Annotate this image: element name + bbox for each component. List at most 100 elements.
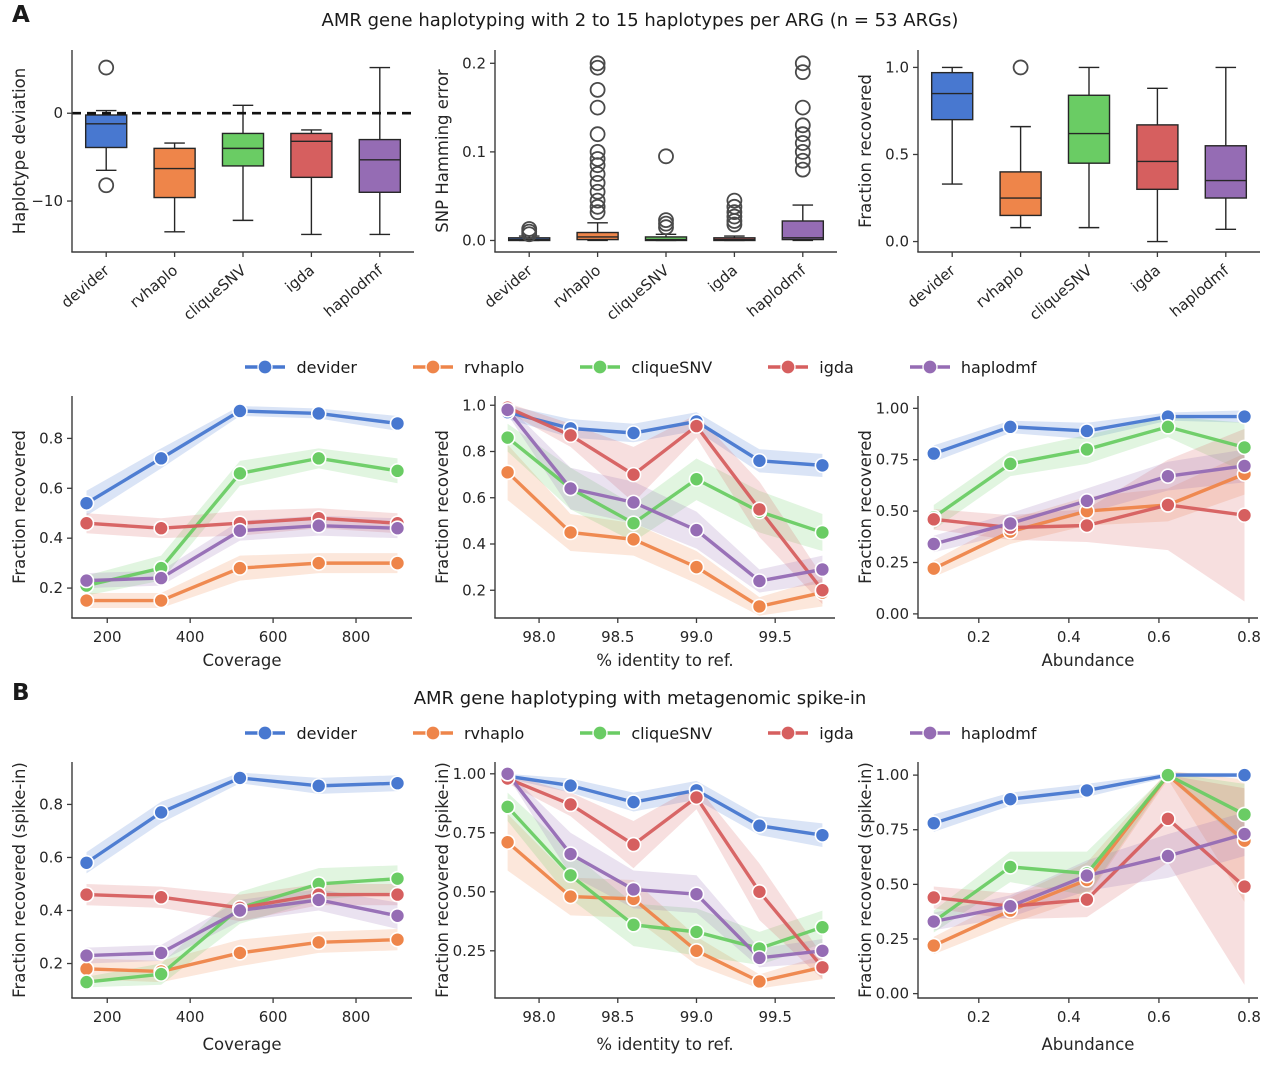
svg-text:0: 0 [53, 104, 63, 122]
svg-text:0.50: 0.50 [876, 502, 909, 520]
svg-text:800: 800 [342, 1008, 371, 1026]
svg-text:haplodmf: haplodmf [320, 261, 386, 321]
svg-text:devider: devider [481, 261, 537, 312]
legend-b: devider rvhaplo cliqueSNV igda haplodmf [0, 714, 1280, 752]
svg-text:Fraction recovered: Fraction recovered [433, 430, 452, 584]
svg-text:Coverage: Coverage [202, 1035, 281, 1054]
svg-text:0.4: 0.4 [39, 901, 63, 919]
svg-text:0.8: 0.8 [1237, 1008, 1261, 1026]
legend-line-marker-icon [412, 359, 453, 375]
chart-a-fraction-vs-coverage: 0.2 0.4 0.6 0.8 200 400 600 800 Coverage Fraction… [10, 396, 412, 670]
svg-text:600: 600 [259, 628, 288, 646]
svg-text:rvhaplo: rvhaplo [126, 261, 181, 311]
svg-text:1.00: 1.00 [876, 766, 909, 784]
line-row-b: 0.2 0.4 0.6 0.8 200 400 600 800 Coverage Fraction… [0, 752, 1280, 1058]
legend-line-marker-icon [580, 359, 621, 375]
chart-b-fraction-vs-abundance: 0.00 0.25 0.50 0.75 1.00 0.2 0.4 0.6 0.8 Abundanc… [856, 762, 1261, 1054]
svg-text:Coverage: Coverage [202, 651, 281, 670]
legend-label: cliqueSNV [631, 723, 713, 743]
svg-text:0.2: 0.2 [39, 579, 63, 597]
chart-a-fraction-vs-abundance: 0.00 0.25 0.50 0.75 1.00 0.2 0.4 0.6 0.8 Abundanc… [856, 396, 1261, 670]
svg-text:haplodmf: haplodmf [1166, 261, 1232, 321]
svg-text:1.0: 1.0 [462, 396, 486, 414]
panel-a-title: AMR gene haplotyping with 2 to 15 haplot… [321, 9, 959, 31]
svg-text:0.75: 0.75 [876, 821, 909, 839]
svg-text:0.4: 0.4 [462, 535, 486, 553]
svg-text:98.0: 98.0 [522, 1008, 555, 1026]
panel-a: A AMR gene haplotyping with 2 to 15 hapl… [0, 2, 1280, 674]
svg-text:Abundance: Abundance [1042, 651, 1135, 670]
svg-text:haplodmf: haplodmf [743, 261, 809, 321]
legend-item-devider: devider [243, 724, 357, 743]
svg-text:600: 600 [259, 1008, 288, 1026]
legend-label: igda [819, 723, 854, 743]
svg-text:0.1: 0.1 [462, 143, 486, 161]
legend-line-marker-icon [909, 359, 950, 375]
svg-text:0.6: 0.6 [462, 489, 486, 507]
svg-text:99.0: 99.0 [680, 1008, 713, 1026]
legend-label: igda [819, 357, 854, 377]
svg-text:0.6: 0.6 [39, 479, 63, 497]
svg-text:cliqueSNV: cliqueSNV [1026, 261, 1096, 324]
legend-label: rvhaplo [463, 723, 525, 743]
svg-text:0.6: 0.6 [1147, 1008, 1171, 1026]
svg-text:0.4: 0.4 [1057, 628, 1081, 646]
svg-text:rvhaplo: rvhaplo [549, 261, 604, 311]
svg-text:99.0: 99.0 [680, 628, 713, 646]
legend-line-marker-icon [412, 725, 453, 741]
svg-text:0.4: 0.4 [39, 529, 63, 547]
legend-item-haplodmf: haplodmf [908, 358, 1037, 377]
svg-text:0.0: 0.0 [885, 233, 909, 251]
svg-text:0.8: 0.8 [462, 443, 486, 461]
svg-text:cliqueSNV: cliqueSNV [603, 261, 673, 324]
svg-text:0.00: 0.00 [876, 985, 909, 1003]
legend-label: cliqueSNV [631, 357, 713, 377]
svg-text:% identity to ref.: % identity to ref. [596, 1035, 733, 1054]
legend-line-marker-icon [909, 725, 950, 741]
svg-text:0.5: 0.5 [885, 145, 909, 163]
svg-text:igda: igda [705, 261, 741, 296]
legend-item-igda: igda [766, 358, 854, 377]
svg-text:400: 400 [176, 1008, 205, 1026]
svg-text:0.8: 0.8 [1237, 628, 1261, 646]
svg-text:0.25: 0.25 [453, 942, 486, 960]
legend-a: devider rvhaplo cliqueSNV igda haplodmf [0, 348, 1280, 386]
panel-a-title-row: A AMR gene haplotyping with 2 to 15 hapl… [0, 2, 1280, 36]
svg-text:400: 400 [176, 628, 205, 646]
svg-text:% identity to ref.: % identity to ref. [596, 651, 733, 670]
svg-text:0.50: 0.50 [453, 883, 486, 901]
svg-text:cliqueSNV: cliqueSNV [180, 261, 250, 324]
legend-line-marker-icon [245, 725, 286, 741]
svg-text:0.4: 0.4 [1057, 1008, 1081, 1026]
svg-text:98.5: 98.5 [601, 1008, 634, 1026]
svg-text:−10: −10 [31, 192, 63, 210]
svg-text:Fraction recovered: Fraction recovered [10, 430, 29, 584]
legend-label: haplodmf [960, 357, 1037, 377]
legend-item-haplodmf: haplodmf [908, 724, 1037, 743]
legend-line-marker-icon [768, 359, 809, 375]
svg-text:0.8: 0.8 [39, 795, 63, 813]
svg-text:igda: igda [282, 261, 318, 296]
svg-text:1.00: 1.00 [876, 399, 909, 417]
svg-text:0.75: 0.75 [453, 824, 486, 842]
svg-text:0.2: 0.2 [39, 955, 63, 973]
svg-text:0.00: 0.00 [876, 605, 909, 623]
svg-text:devider: devider [58, 261, 114, 312]
legend-item-rvhaplo: rvhaplo [411, 724, 524, 743]
svg-text:0.0: 0.0 [462, 231, 486, 249]
svg-text:0.25: 0.25 [876, 930, 909, 948]
svg-text:98.0: 98.0 [522, 628, 555, 646]
line-row-a: 0.2 0.4 0.6 0.8 200 400 600 800 Coverage Fraction… [0, 386, 1280, 674]
svg-text:igda: igda [1128, 261, 1164, 296]
svg-text:rvhaplo: rvhaplo [972, 261, 1027, 311]
svg-text:200: 200 [93, 628, 122, 646]
svg-text:Fraction recovered: Fraction recovered [856, 74, 875, 228]
legend-item-devider: devider [243, 358, 357, 377]
legend-item-igda: igda [766, 724, 854, 743]
svg-text:200: 200 [93, 1008, 122, 1026]
svg-text:SNP Hamming error: SNP Hamming error [433, 69, 452, 233]
legend-label: haplodmf [960, 723, 1037, 743]
